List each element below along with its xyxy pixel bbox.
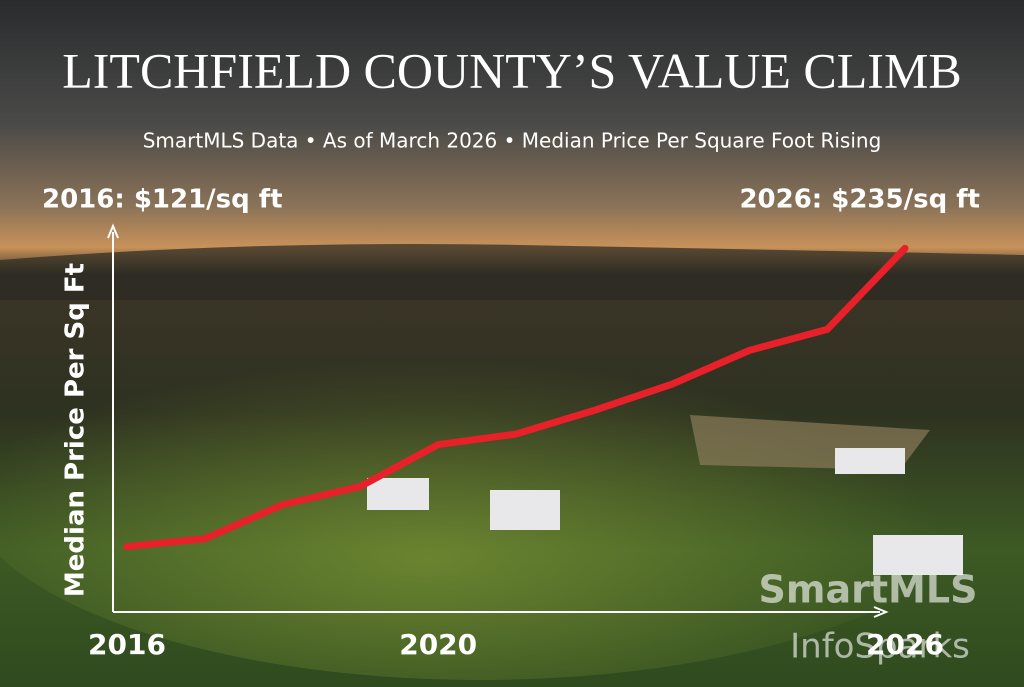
watermark: SmartMLS <box>759 568 978 612</box>
annotation: 2016: $121/sq ft <box>42 185 283 215</box>
data-line <box>123 244 909 551</box>
house <box>873 535 963 575</box>
x-tick-label: 2016 <box>88 628 166 661</box>
x-tick-label: 2026 <box>866 628 944 661</box>
chart-title: LITCHFIELD COUNTY’S VALUE CLIMB <box>62 42 962 98</box>
annotation: 2026: $235/sq ft <box>739 185 980 215</box>
house <box>835 448 905 474</box>
y-axis-label: Median Price Per Sq Ft <box>61 263 91 597</box>
field-light <box>0 280 1000 680</box>
watermark: InfoSparks <box>790 627 970 667</box>
house <box>367 478 429 510</box>
x-axis-arrow <box>873 606 889 618</box>
hills <box>0 244 1024 300</box>
house <box>490 490 560 530</box>
x-tick-label: 2020 <box>399 628 477 661</box>
y-axis-arrow <box>107 223 119 239</box>
subtitle: SmartMLS Data • As of March 2026 • Media… <box>143 129 882 153</box>
